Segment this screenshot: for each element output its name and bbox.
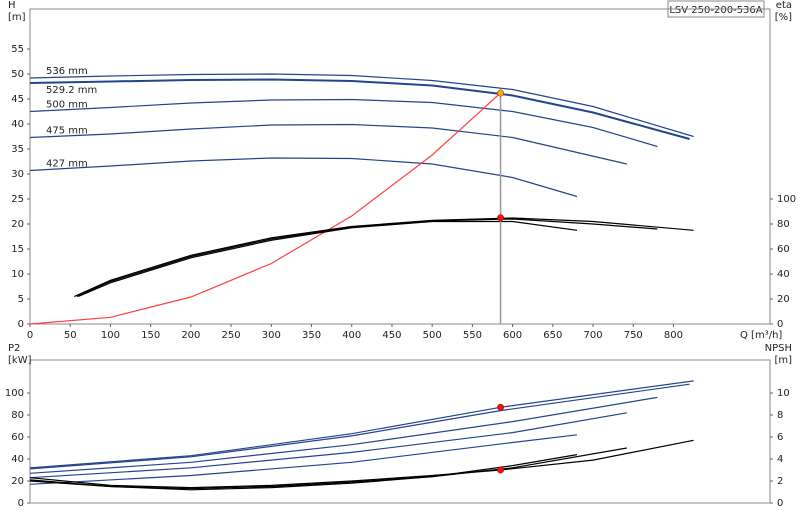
y2-tick-label: 100 (777, 194, 796, 205)
curve (29, 73, 694, 138)
curve (29, 434, 578, 485)
curve (29, 396, 658, 474)
y-tick-label: 0 (18, 498, 24, 509)
plot-frame (29, 359, 771, 504)
y-axis-title: H (8, 0, 16, 11)
y2-axis-title: eta (776, 0, 792, 11)
x-tick-label: 700 (583, 330, 602, 341)
curve-label: 500 mm (46, 100, 88, 111)
curve (29, 123, 627, 165)
curve (29, 92, 501, 325)
y-tick-label: 20 (11, 219, 24, 230)
duty-point (497, 89, 504, 97)
x-tick-label: 100 (101, 330, 120, 341)
curve (29, 380, 694, 469)
x-tick-label: 50 (64, 330, 77, 341)
y-tick-label: 40 (11, 119, 24, 130)
y2-tick-label: 6 (777, 432, 783, 443)
curve-label: 529.2 mm (46, 85, 97, 96)
x-tick-label: 550 (463, 330, 482, 341)
y-tick-label: 80 (11, 410, 24, 421)
x-tick-label: 450 (382, 330, 401, 341)
y2-tick-label: 60 (777, 244, 790, 255)
x-axis-title: Q [m³/h] (740, 330, 782, 341)
curve (78, 220, 578, 298)
y2-tick-label: 80 (777, 219, 790, 230)
duty-point (497, 403, 504, 411)
y2-tick-label: 8 (777, 410, 783, 421)
x-tick-label: 200 (181, 330, 200, 341)
y2-tick-label: 10 (777, 388, 790, 399)
x-tick-label: 500 (423, 330, 442, 341)
curve (73, 217, 694, 298)
curve (76, 218, 658, 298)
curve (29, 78, 690, 140)
y-tick-label: 15 (11, 244, 24, 255)
duty-point (497, 214, 504, 222)
y2-tick-label: 0 (777, 319, 783, 330)
x-tick-label: 150 (141, 330, 160, 341)
y-tick-label: 60 (11, 432, 24, 443)
y-axis-title: P2 (8, 343, 20, 354)
y-tick-label: 10 (11, 269, 24, 280)
curve-label: 427 mm (46, 159, 88, 170)
x-tick-label: 400 (342, 330, 361, 341)
y-tick-label: 0 (18, 319, 24, 330)
y2-tick-label: 4 (777, 454, 783, 465)
y2-tick-label: 2 (777, 476, 783, 487)
y-tick-label: 50 (11, 69, 24, 80)
y-tick-label: 20 (11, 476, 24, 487)
curve (29, 98, 658, 148)
x-tick-label: 250 (222, 330, 241, 341)
y-tick-label: 25 (11, 194, 24, 205)
y-tick-label: 30 (11, 169, 24, 180)
y-axis-unit: [kW] (8, 355, 32, 366)
y2-tick-label: 40 (777, 269, 790, 280)
x-tick-label: 0 (27, 330, 33, 341)
y2-tick-label: 20 (777, 294, 790, 305)
chart-title: LSV 250-200-536A (669, 5, 762, 16)
y-tick-label: 55 (11, 44, 24, 55)
curve-label: 536 mm (46, 66, 88, 77)
y-tick-label: 100 (5, 388, 24, 399)
curve (29, 383, 690, 470)
x-tick-label: 350 (302, 330, 321, 341)
curve (29, 412, 627, 479)
x-tick-label: 800 (664, 330, 683, 341)
duty-point (497, 466, 504, 474)
y2-tick-label: 0 (777, 498, 783, 509)
x-tick-label: 300 (262, 330, 281, 341)
y-tick-label: 35 (11, 144, 24, 155)
curve (29, 439, 694, 489)
x-tick-label: 750 (624, 330, 643, 341)
y2-axis-unit: [%] (775, 12, 792, 23)
curve (29, 157, 578, 198)
plot-frame (29, 8, 771, 325)
y2-axis-title: NPSH (765, 343, 792, 354)
x-tick-label: 600 (503, 330, 522, 341)
y2-axis-unit: [m] (774, 355, 792, 366)
y-tick-label: 5 (18, 294, 24, 305)
y-tick-label: 45 (11, 94, 24, 105)
x-tick-label: 650 (543, 330, 562, 341)
curve-label: 475 mm (46, 126, 88, 137)
y-tick-label: 40 (11, 454, 24, 465)
y-axis-unit: [m] (8, 12, 26, 23)
